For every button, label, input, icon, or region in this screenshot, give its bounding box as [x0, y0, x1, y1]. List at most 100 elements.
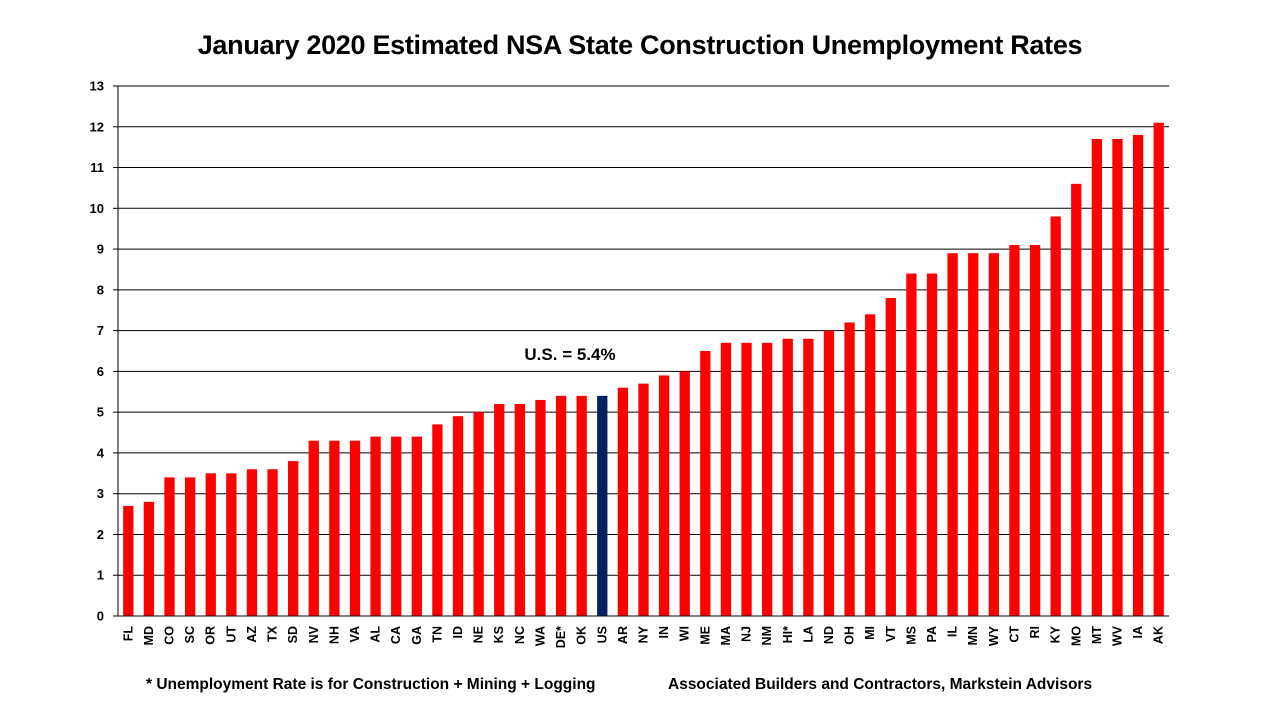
bar-co [164, 477, 175, 616]
bar-ak [1153, 122, 1164, 616]
x-tick-label: WI [678, 626, 692, 641]
y-tick-label: 6 [97, 364, 104, 379]
bar-ia [1132, 134, 1144, 616]
bar-tn [432, 424, 443, 616]
bar-al [370, 436, 381, 616]
bar-me [700, 351, 711, 616]
x-tick-label: FL [121, 626, 135, 642]
bar-va [349, 440, 361, 616]
x-tick-label: ME [698, 626, 712, 645]
bar-mi [865, 314, 876, 616]
bar-tx [267, 469, 278, 616]
bar-ok [576, 395, 587, 616]
y-tick-label: 13 [90, 79, 104, 94]
x-tick-label: MA [719, 626, 733, 645]
x-tick-label: NC [513, 626, 527, 644]
bar-ca [391, 436, 402, 616]
x-tick-label: SC [183, 626, 197, 643]
chart-title: January 2020 Estimated NSA State Constru… [197, 30, 1083, 60]
bar-ma [720, 342, 732, 616]
x-tick-label: MD [142, 626, 156, 645]
x-tick-label: IN [657, 626, 671, 639]
y-tick-label: 9 [97, 242, 104, 257]
bar-nv [308, 440, 319, 616]
x-tick-label: NV [307, 625, 321, 643]
x-tick-label: TX [266, 625, 280, 642]
bar-ky [1050, 216, 1061, 616]
x-tick-label: OH [843, 626, 857, 645]
x-tick-label: RI [1028, 626, 1042, 639]
bar-ne [473, 412, 484, 616]
x-tick-label: CA [389, 626, 403, 644]
bar-de [555, 395, 567, 616]
x-tick-label: IL [946, 626, 960, 637]
axes [113, 85, 1169, 617]
bar-il [947, 253, 958, 616]
bar-md [143, 501, 155, 616]
x-tick-label: OK [575, 626, 589, 645]
y-tick-label: 1 [97, 568, 104, 583]
footnote-left: * Unemployment Rate is for Construction … [146, 676, 596, 693]
y-tick-label: 3 [97, 486, 104, 501]
x-tick-label: WA [533, 626, 547, 646]
bar-nh [329, 440, 340, 616]
bar-sc [184, 477, 196, 616]
us-annotation: U.S. = 5.4% [524, 345, 615, 364]
x-tick-label: ND [822, 626, 836, 644]
bar-in [658, 375, 670, 616]
x-tick-label: AL [369, 626, 383, 643]
bar-mn [968, 253, 979, 616]
x-tick-label: MO [1069, 626, 1083, 646]
footnote-source: Associated Builders and Contractors, Mar… [668, 676, 1093, 693]
x-tick-label: PA [925, 626, 939, 642]
bar-sd [288, 461, 299, 616]
y-tick-label: 7 [97, 323, 104, 338]
y-tick-label: 5 [97, 405, 104, 420]
x-tick-label: KS [492, 626, 506, 643]
bar-ks [494, 404, 505, 616]
bar-nj [741, 342, 752, 616]
y-tick-label: 4 [97, 445, 105, 460]
y-tick-label: 2 [97, 527, 104, 542]
bar-ms [906, 273, 917, 616]
x-tick-label: MI [863, 626, 877, 640]
bar-wy [988, 253, 999, 616]
bar-id [452, 416, 464, 616]
bar-fl [123, 505, 134, 616]
x-tick-label: CT [1007, 626, 1021, 643]
x-tick-label: WV [1110, 625, 1124, 646]
bar-mo [1071, 183, 1082, 616]
y-tick-label: 10 [90, 201, 104, 216]
x-tick-label: DE* [554, 626, 568, 648]
bar-ut [226, 473, 237, 616]
bar-ct [1009, 245, 1020, 616]
x-tick-label: MS [904, 626, 918, 645]
bars [123, 122, 1164, 616]
bar-or [205, 473, 216, 616]
bar-ny [638, 383, 649, 616]
bar-ar [617, 387, 629, 616]
x-tick-label: NE [472, 626, 486, 643]
x-tick-label: TN [430, 626, 444, 643]
bar-vt [885, 298, 896, 616]
x-tick-label: SD [286, 626, 300, 643]
x-tick-label: AZ [245, 626, 259, 643]
x-tick-label: CO [163, 626, 177, 645]
x-tick-label: WY [987, 625, 1001, 646]
x-tick-label: MN [966, 626, 980, 645]
x-tick-label: GA [410, 626, 424, 645]
y-tick-label: 0 [97, 609, 104, 624]
y-tick-label: 8 [97, 282, 104, 297]
x-tick-label: NM [760, 626, 774, 645]
bar-us [597, 395, 608, 616]
x-tick-label: NY [637, 625, 651, 643]
bar-ri [1029, 245, 1041, 616]
x-tick-label: HI* [781, 626, 795, 644]
bar-ga [411, 436, 422, 616]
bar-nc [514, 404, 526, 616]
bar-wv [1112, 139, 1123, 616]
x-axis-labels: FL MD CO SC OR UT AZ TX SD NV NH VA AL CA GA TN ID NE KS NC… [121, 625, 1165, 648]
bar-pa [926, 273, 938, 616]
